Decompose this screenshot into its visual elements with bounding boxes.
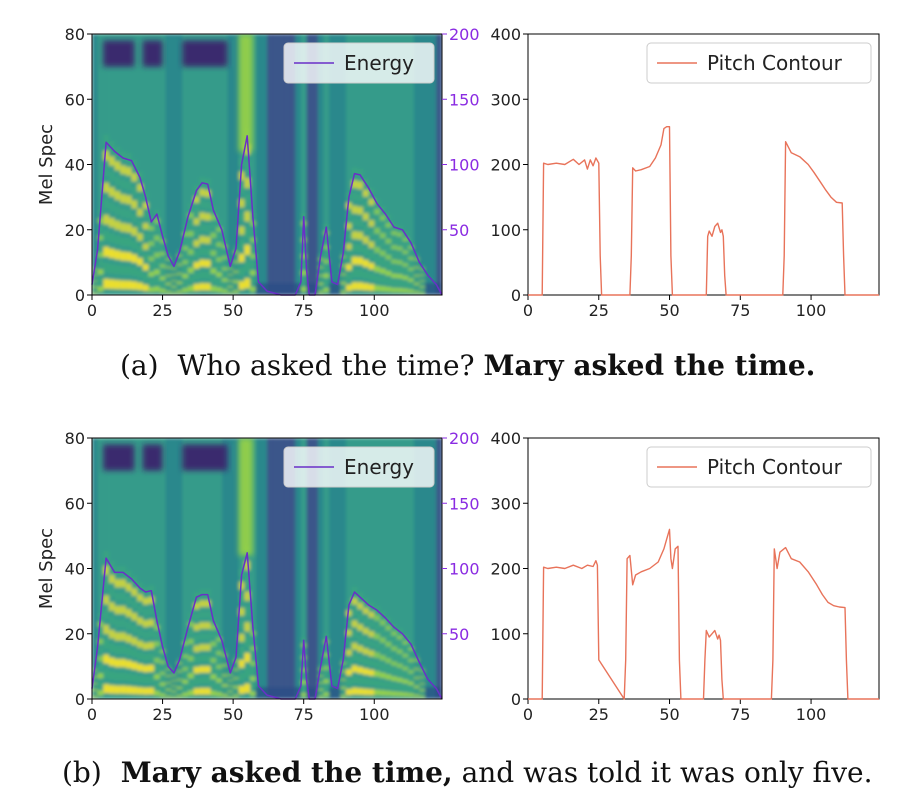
x-tick-label: 25 — [589, 301, 609, 320]
y2-tick-label: 50 — [449, 625, 469, 644]
x-tick-label: 0 — [87, 705, 97, 724]
legend-box — [283, 446, 435, 488]
x-tick-label: 100 — [796, 301, 827, 320]
y2-tick-label: 150 — [449, 90, 480, 109]
pitch-contour-chart-b: 0 25 50 75 100 0 100 200 300 400 Pitch Contour — [490, 429, 880, 724]
x-tick-label: 100 — [359, 705, 390, 724]
caption-b-normal: and was told it was only five. — [462, 756, 873, 789]
legend-label: Energy — [344, 51, 414, 75]
legend: Energy — [283, 42, 435, 84]
x-tick-label: 75 — [730, 705, 750, 724]
y-tick-label: 100 — [490, 221, 521, 240]
y2-tick-label: 50 — [449, 221, 469, 240]
y2-tick-label: 100 — [449, 156, 480, 175]
y-tick-label: 0 — [511, 286, 521, 305]
legend-label: Energy — [344, 455, 414, 479]
x-tick-label: 75 — [730, 301, 750, 320]
y-tick-label: 300 — [490, 494, 521, 513]
legend-box — [283, 42, 435, 84]
legend-label: Pitch Contour — [707, 455, 843, 479]
pitch-contour-chart-a: 0 25 50 75 100 0 100 200 300 400 Pitch Contour — [490, 25, 880, 320]
mel-spectrogram-chart-b: 0 25 50 75 100 0 20 40 60 80 50 100 150 200 Mel Spec En… — [36, 429, 480, 724]
x-tick-label: 50 — [223, 705, 243, 724]
y2-tick-label: 150 — [449, 494, 480, 513]
y2-tick-label: 200 — [449, 429, 480, 448]
pitch-line — [528, 528, 879, 700]
x-tick-label: 50 — [659, 301, 679, 320]
y-tick-label: 200 — [490, 560, 521, 579]
caption-a: (a) Who asked the time? Mary asked the t… — [120, 349, 815, 382]
x-tick-label: 50 — [659, 705, 679, 724]
legend-box — [646, 446, 872, 488]
y2-tick-label: 200 — [449, 25, 480, 44]
x-tick-label: 50 — [223, 301, 243, 320]
y-axis-label: Mel Spec — [36, 124, 57, 205]
caption-a-normal: Who asked the time? — [177, 349, 483, 382]
energy-line — [91, 552, 443, 700]
pitch-line — [528, 125, 879, 296]
y-tick-label: 0 — [75, 690, 85, 709]
y-tick-label: 80 — [65, 25, 85, 44]
y-tick-label: 400 — [490, 429, 521, 448]
y-tick-label: 40 — [65, 156, 85, 175]
y-tick-label: 20 — [65, 625, 85, 644]
y-tick-label: 80 — [65, 429, 85, 448]
x-tick-label: 25 — [152, 301, 172, 320]
mel-spectrogram-chart-a: 0 25 50 75 100 0 20 40 60 80 50 100 150 200 Mel Spec En… — [36, 25, 480, 320]
y-tick-label: 60 — [65, 494, 85, 513]
caption-b: (b) Mary asked the time, and was told it… — [62, 756, 873, 789]
y-axis-label: Mel Spec — [36, 528, 57, 609]
legend-box — [646, 42, 872, 84]
legend: Pitch Contour — [646, 446, 872, 488]
caption-a-bold: Mary asked the time. — [483, 349, 815, 382]
legend: Pitch Contour — [646, 42, 872, 84]
y-tick-label: 400 — [490, 25, 521, 44]
y-tick-label: 300 — [490, 90, 521, 109]
y-tick-label: 200 — [490, 156, 521, 175]
y-tick-label: 0 — [511, 690, 521, 709]
y-tick-label: 60 — [65, 90, 85, 109]
y-tick-label: 0 — [75, 286, 85, 305]
caption-b-bold: Mary asked the time, — [121, 756, 453, 789]
y-tick-label: 20 — [65, 221, 85, 240]
y-tick-label: 100 — [490, 625, 521, 644]
x-tick-label: 75 — [294, 705, 314, 724]
caption-b-prefix: (b) — [62, 756, 102, 789]
y2-tick-label: 100 — [449, 560, 480, 579]
energy-line — [91, 135, 443, 296]
legend-label: Pitch Contour — [707, 51, 843, 75]
y-tick-label: 40 — [65, 560, 85, 579]
x-tick-label: 0 — [87, 301, 97, 320]
x-tick-label: 100 — [796, 705, 827, 724]
x-tick-label: 25 — [589, 705, 609, 724]
x-tick-label: 25 — [152, 705, 172, 724]
x-tick-label: 75 — [294, 301, 314, 320]
x-tick-label: 0 — [523, 705, 533, 724]
x-tick-label: 100 — [359, 301, 390, 320]
legend: Energy — [283, 446, 435, 488]
caption-a-prefix: (a) — [120, 349, 159, 382]
x-tick-label: 0 — [523, 301, 533, 320]
